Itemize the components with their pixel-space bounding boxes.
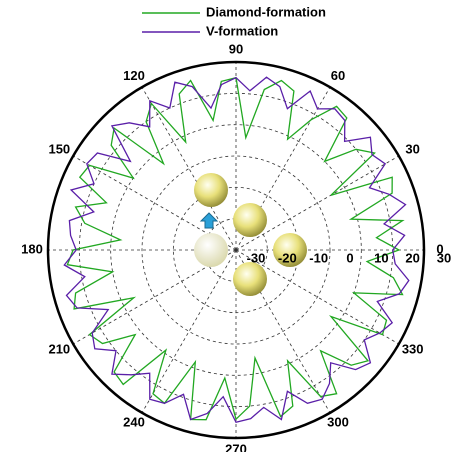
series-line xyxy=(63,76,410,424)
grid-spoke xyxy=(141,249,237,414)
formation-icons xyxy=(194,173,307,296)
theta-tick-label: 180 xyxy=(21,241,43,256)
theta-tick-label: 300 xyxy=(327,415,349,430)
grid-spoke xyxy=(235,249,400,345)
outer-circle xyxy=(46,60,426,440)
legend-label: V-formation xyxy=(206,23,278,38)
sphere xyxy=(194,173,228,207)
sphere xyxy=(233,262,267,296)
r-tick-label: 20 xyxy=(405,250,419,265)
plot xyxy=(63,76,410,424)
theta-tick-label: 0 xyxy=(436,241,443,256)
legend-label: Diamond-formation xyxy=(206,4,326,19)
r-tick-label: -30 xyxy=(247,250,266,265)
grid-spoke xyxy=(235,155,400,251)
theta-tick-label: 210 xyxy=(48,341,70,356)
arrow-icon xyxy=(199,212,219,229)
r-tick-label: 30 xyxy=(437,250,451,265)
theta-tick-label: 150 xyxy=(48,141,70,156)
sphere xyxy=(194,233,228,267)
theta-tick-label: 60 xyxy=(331,68,345,83)
r-tick-label: -20 xyxy=(278,250,297,265)
grid-spoke xyxy=(141,86,237,251)
r-tick-label: 10 xyxy=(374,250,388,265)
theta-tick-label: 330 xyxy=(402,341,424,356)
labels: -30 -20 -10 0 10 20 30030609012015018021024027… xyxy=(21,4,451,456)
theta-tick-label: 120 xyxy=(123,68,145,83)
sphere xyxy=(233,203,267,237)
theta-tick-label: 90 xyxy=(229,41,243,56)
grid xyxy=(46,60,426,440)
grid-circle xyxy=(141,155,331,345)
theta-tick-label: 270 xyxy=(225,441,247,452)
r-tick-label: -10 xyxy=(309,250,328,265)
r-tick-label: 0 xyxy=(346,250,353,265)
theta-tick-label: 240 xyxy=(123,415,145,430)
theta-tick-label: 30 xyxy=(405,141,419,156)
grid-circle xyxy=(110,124,362,376)
sphere xyxy=(273,233,307,267)
series-line xyxy=(66,76,405,421)
